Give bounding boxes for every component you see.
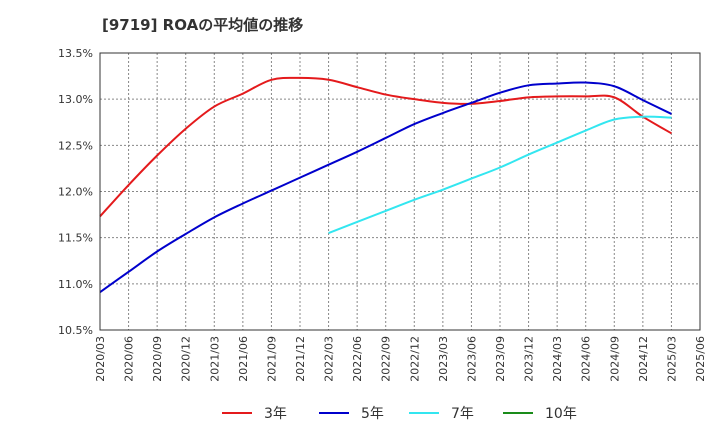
x-tick-label: 2022/09 — [380, 336, 393, 382]
x-tick-label: 2022/12 — [408, 336, 421, 382]
x-tick-label: 2025/03 — [665, 336, 678, 382]
x-axis: 2020/03 2020/06 2020/09 2020/12 2021/03 2021/… — [94, 336, 707, 382]
legend-label: 10年 — [545, 406, 577, 422]
y-axis: 10.5% 11.0% 11.5% 12.0% 12.5% 13.0% 13.5% — [58, 47, 93, 337]
y-tick-label: 12.5% — [58, 139, 93, 152]
y-tick-label: 13.0% — [58, 93, 93, 106]
x-tick-label: 2025/06 — [694, 336, 707, 382]
x-tick-label: 2023/12 — [523, 336, 536, 382]
x-tick-label: 2021/03 — [208, 336, 221, 382]
legend-label: 7年 — [451, 406, 474, 422]
series-line — [328, 115, 672, 234]
x-tick-label: 2024/12 — [637, 336, 650, 382]
x-tick-label: 2021/06 — [237, 336, 250, 382]
legend: 3年 5年 7年 10年 — [222, 406, 577, 422]
x-tick-label: 2023/09 — [494, 336, 507, 382]
x-tick-label: 2022/03 — [323, 336, 336, 382]
y-tick-label: 12.0% — [58, 186, 93, 199]
x-tick-label: 2021/09 — [265, 336, 278, 382]
legend-label: 3年 — [264, 406, 287, 422]
x-tick-label: 2020/03 — [94, 336, 107, 382]
y-tick-label: 13.5% — [58, 47, 93, 60]
x-tick-label: 2023/03 — [437, 336, 450, 382]
series-line — [99, 81, 672, 293]
y-tick-label: 11.0% — [58, 278, 93, 291]
chart-title: [9719] ROAの平均値の推移 — [102, 16, 303, 34]
grid — [100, 53, 700, 330]
x-tick-label: 2024/06 — [580, 336, 593, 382]
y-tick-label: 11.5% — [58, 232, 93, 245]
y-tick-label: 10.5% — [58, 324, 93, 337]
x-tick-label: 2023/06 — [465, 336, 478, 382]
legend-label: 5年 — [361, 406, 384, 422]
x-tick-label: 2020/09 — [151, 336, 164, 382]
x-tick-label: 2020/06 — [123, 336, 136, 382]
x-tick-label: 2022/06 — [351, 336, 364, 382]
x-tick-label: 2024/09 — [608, 336, 621, 382]
x-tick-label: 2024/03 — [551, 336, 564, 382]
x-tick-label: 2021/12 — [294, 336, 307, 382]
series-line — [99, 76, 672, 218]
x-tick-label: 2020/12 — [180, 336, 193, 382]
series-lines — [99, 76, 672, 293]
plot-frame — [99, 52, 701, 331]
